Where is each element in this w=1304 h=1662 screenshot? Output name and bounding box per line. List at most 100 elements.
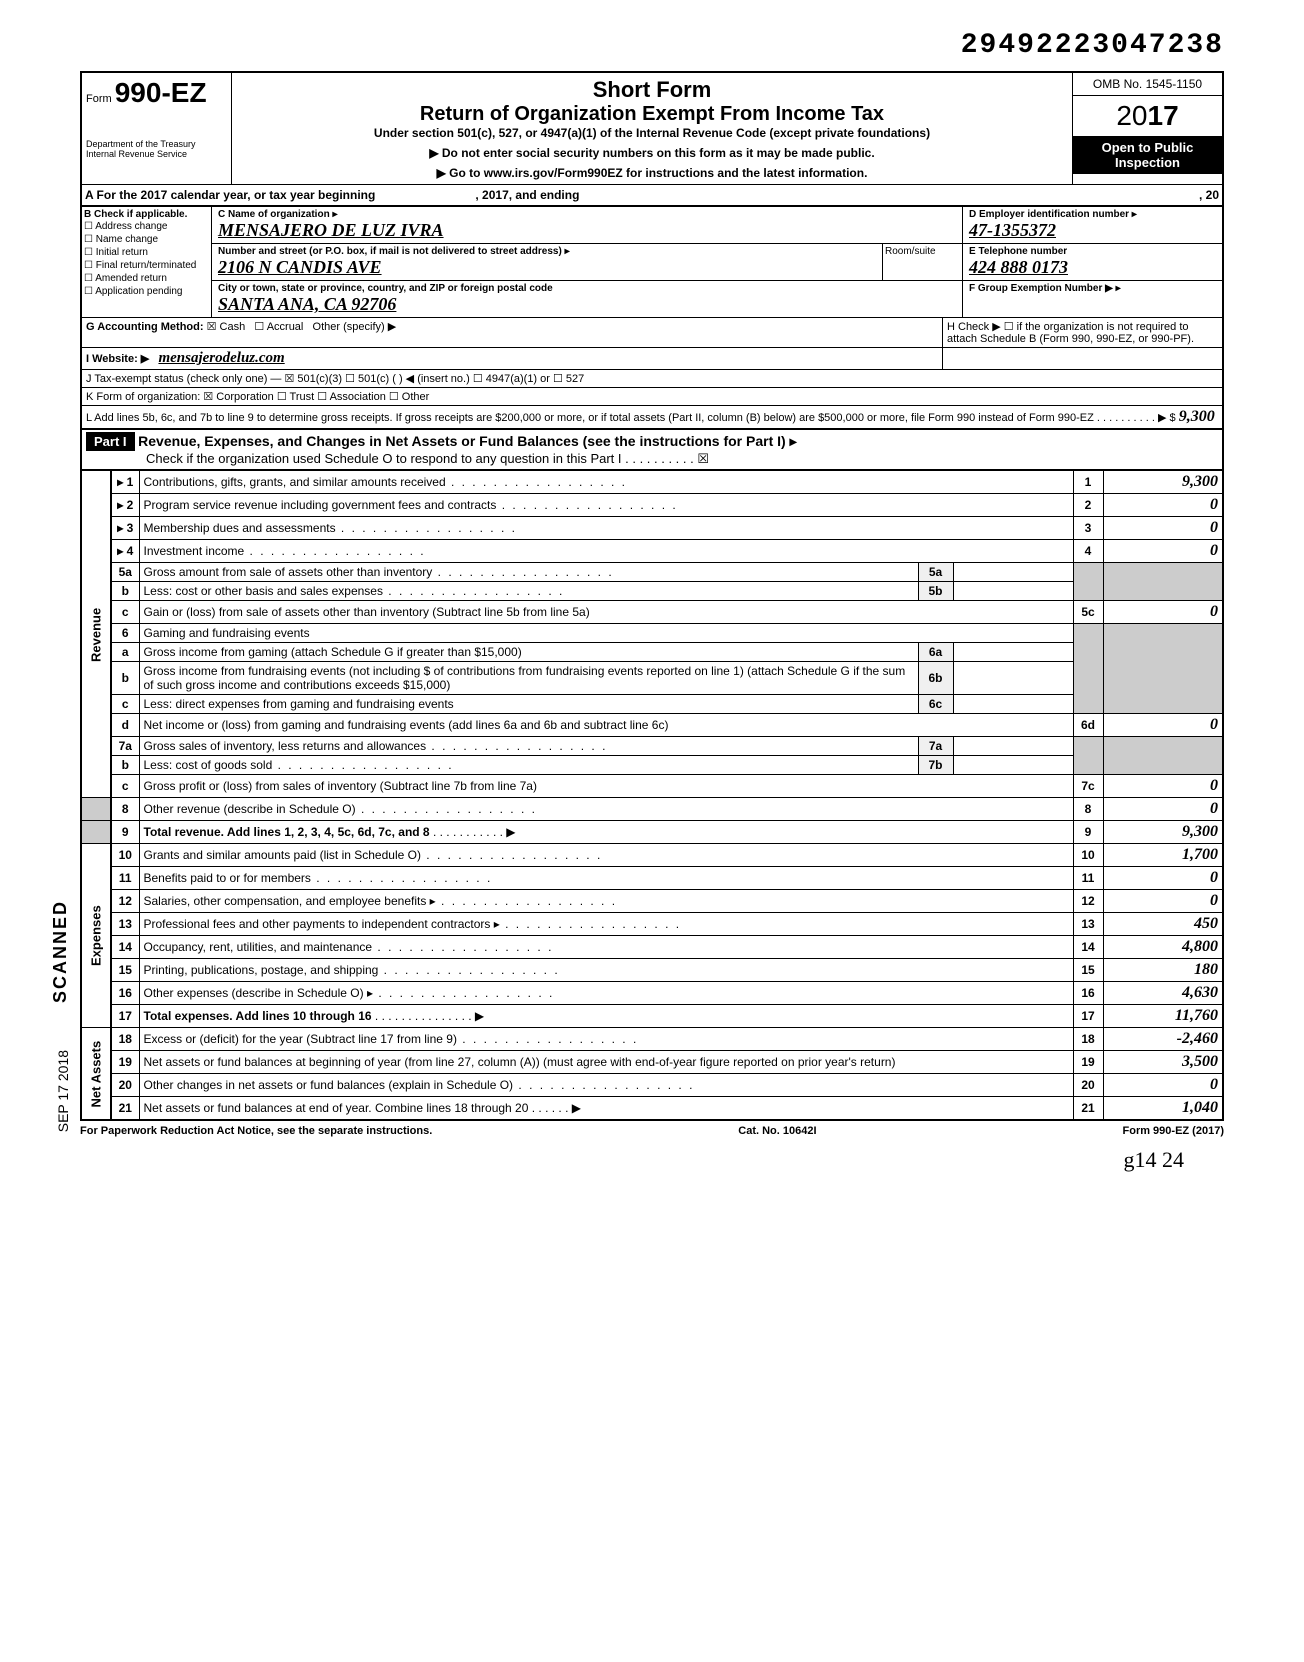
check-address-change[interactable]: ☐ Address change <box>84 220 209 233</box>
instruction-1: ▶ Do not enter social security numbers o… <box>240 146 1064 160</box>
city-label: City or town, state or province, country… <box>218 283 956 294</box>
line-19-amt: 3,500 <box>1182 1053 1218 1070</box>
check-amended[interactable]: ☐ Amended return <box>84 272 209 285</box>
line-4-desc: Investment income <box>144 544 426 558</box>
line-12-amt: 0 <box>1210 892 1218 909</box>
line-10-desc: Grants and similar amounts paid (list in… <box>144 848 603 862</box>
l-amount: 9,300 <box>1179 408 1215 425</box>
g-label: G Accounting Method: <box>86 321 204 333</box>
line-5a-desc: Gross amount from sale of assets other t… <box>144 565 614 579</box>
part1-table: Revenue ▸ 1 Contributions, gifts, grants… <box>80 470 1224 1121</box>
form-title-box: Short Form Return of Organization Exempt… <box>232 73 1072 184</box>
form-number-box: Form 990-EZ Department of the Treasury I… <box>82 73 232 184</box>
line-2-amt: 0 <box>1210 496 1218 513</box>
line-6b-desc: Gross income from fundraising events (no… <box>144 664 906 692</box>
line-6d-desc: Net income or (loss) from gaming and fun… <box>144 718 669 732</box>
line-4-amt: 0 <box>1210 542 1218 559</box>
line-7a-desc: Gross sales of inventory, less returns a… <box>144 739 608 753</box>
j-tax-status: J Tax-exempt status (check only one) — ☒… <box>82 370 1222 387</box>
line-11-desc: Benefits paid to or for members <box>144 871 493 885</box>
return-title: Return of Organization Exempt From Incom… <box>240 103 1064 126</box>
line-18-desc: Excess or (deficit) for the year (Subtra… <box>144 1032 639 1046</box>
line-20-desc: Other changes in net assets or fund bala… <box>144 1078 695 1092</box>
g-cash[interactable]: Cash <box>220 321 246 333</box>
row-a-left: A For the 2017 calendar year, or tax yea… <box>85 188 375 202</box>
check-pending[interactable]: ☐ Application pending <box>84 285 209 298</box>
side-net-assets: Net Assets <box>81 1028 111 1121</box>
line-19-desc: Net assets or fund balances at beginning… <box>144 1055 896 1069</box>
tax-year: 20201717 <box>1073 96 1222 136</box>
subtitle: Under section 501(c), 527, or 4947(a)(1)… <box>240 126 1064 140</box>
line-6a-desc: Gross income from gaming (attach Schedul… <box>144 645 522 659</box>
line-8-desc: Other revenue (describe in Schedule O) <box>144 802 537 816</box>
line-3-desc: Membership dues and assessments <box>144 521 517 535</box>
page-footer: For Paperwork Reduction Act Notice, see … <box>80 1121 1224 1137</box>
g-other[interactable]: Other (specify) ▶ <box>313 321 397 333</box>
line-15-amt: 180 <box>1194 961 1218 978</box>
room-label: Room/suite <box>882 244 962 280</box>
rows-g-to-l: G Accounting Method: ☒ Cash ☐ Accrual Ot… <box>80 318 1224 430</box>
line-2-desc: Program service revenue including govern… <box>144 498 678 512</box>
ein-value: 47-1355372 <box>969 220 1216 241</box>
line-21-amt: 1,040 <box>1182 1099 1218 1116</box>
row-a-right: , 20 <box>1022 185 1222 205</box>
short-form-title: Short Form <box>240 77 1064 103</box>
website-value: mensajerodeluz.com <box>158 350 284 366</box>
line-1-num: ▸ 1 <box>111 471 139 494</box>
form-year-box: OMB No. 1545-1150 20201717 Open to Publi… <box>1072 73 1222 184</box>
b-label: B Check if applicable. <box>84 209 187 220</box>
f-group-exemption: F Group Exemption Number ▶ ▸ <box>962 281 1222 317</box>
part1-label: Part I <box>86 432 135 451</box>
e-label: E Telephone number <box>969 246 1216 257</box>
date-stamp: SEP 17 2018 <box>55 1050 71 1132</box>
line-12-desc: Salaries, other compensation, and employ… <box>144 894 618 908</box>
open-public-label: Open to Public Inspection <box>1073 136 1222 174</box>
line-7b-desc: Less: cost of goods sold <box>144 758 454 772</box>
footer-left: For Paperwork Reduction Act Notice, see … <box>80 1125 432 1137</box>
l-gross-receipts: L Add lines 5b, 6c, and 7b to line 9 to … <box>82 406 1222 428</box>
line-9-desc: Total revenue. Add lines 1, 2, 3, 4, 5c,… <box>144 825 430 839</box>
d-label: D Employer identification number ▸ <box>969 209 1216 220</box>
bottom-handwritten: g14 24 <box>80 1137 1224 1183</box>
line-18-amt: -2,460 <box>1177 1030 1218 1047</box>
line-1-desc: Contributions, gifts, grants, and simila… <box>144 475 628 489</box>
side-expenses: Expenses <box>81 844 111 1028</box>
k-form-org: K Form of organization: ☒ Corporation ☐ … <box>82 388 1222 405</box>
line-21-desc: Net assets or fund balances at end of ye… <box>144 1101 529 1115</box>
check-name-change[interactable]: ☐ Name change <box>84 233 209 246</box>
row-a-calendar-year: A For the 2017 calendar year, or tax yea… <box>80 184 1224 207</box>
line-5c-desc: Gain or (loss) from sale of assets other… <box>144 605 590 619</box>
line-1-amt: 9,300 <box>1182 473 1218 490</box>
line-7c-amt: 0 <box>1210 777 1218 794</box>
dept-label: Department of the Treasury Internal Reve… <box>86 139 227 159</box>
scanned-stamp: SCANNED <box>50 900 71 1003</box>
part1-check: Check if the organization used Schedule … <box>86 451 1218 467</box>
top-document-id: 29492223047238 <box>80 30 1224 61</box>
part1-title: Revenue, Expenses, and Changes in Net As… <box>138 433 796 449</box>
address-value: 2106 N CANDIS AVE <box>218 257 876 278</box>
c-label: C Name of organization ▸ <box>218 209 956 220</box>
line-6c-desc: Less: direct expenses from gaming and fu… <box>144 697 454 711</box>
instruction-2: ▶ Go to www.irs.gov/Form990EZ for instru… <box>240 166 1064 180</box>
line-10-amt: 1,700 <box>1182 846 1218 863</box>
block-identity: B Check if applicable. ☐ Address change … <box>80 207 1224 318</box>
line-17-desc: Total expenses. Add lines 10 through 16 <box>144 1009 372 1023</box>
check-final-return[interactable]: ☐ Final return/terminated <box>84 259 209 272</box>
check-initial-return[interactable]: ☐ Initial return <box>84 246 209 259</box>
omb-number: OMB No. 1545-1150 <box>1073 73 1222 96</box>
line-5b-desc: Less: cost or other basis and sales expe… <box>144 584 565 598</box>
city-value: SANTA ANA, CA 92706 <box>218 294 956 315</box>
line-7c-desc: Gross profit or (loss) from sales of inv… <box>144 779 537 793</box>
line-9-amt: 9,300 <box>1182 823 1218 840</box>
form-header: Form 990-EZ Department of the Treasury I… <box>80 71 1224 184</box>
i-label: I Website: ▶ <box>86 353 149 365</box>
line-5c-amt: 0 <box>1210 603 1218 620</box>
line-16-desc: Other expenses (describe in Schedule O) … <box>144 986 555 1000</box>
h-check: H Check ▶ ☐ if the organization is not r… <box>942 318 1222 347</box>
g-accrual[interactable]: Accrual <box>267 321 304 333</box>
line-6d-amt: 0 <box>1210 716 1218 733</box>
side-revenue: Revenue <box>81 471 111 798</box>
footer-right: Form 990-EZ (2017) <box>1123 1125 1224 1137</box>
row-a-mid: , 2017, and ending <box>475 188 579 202</box>
part1-header-row: Part I Revenue, Expenses, and Changes in… <box>80 430 1224 470</box>
